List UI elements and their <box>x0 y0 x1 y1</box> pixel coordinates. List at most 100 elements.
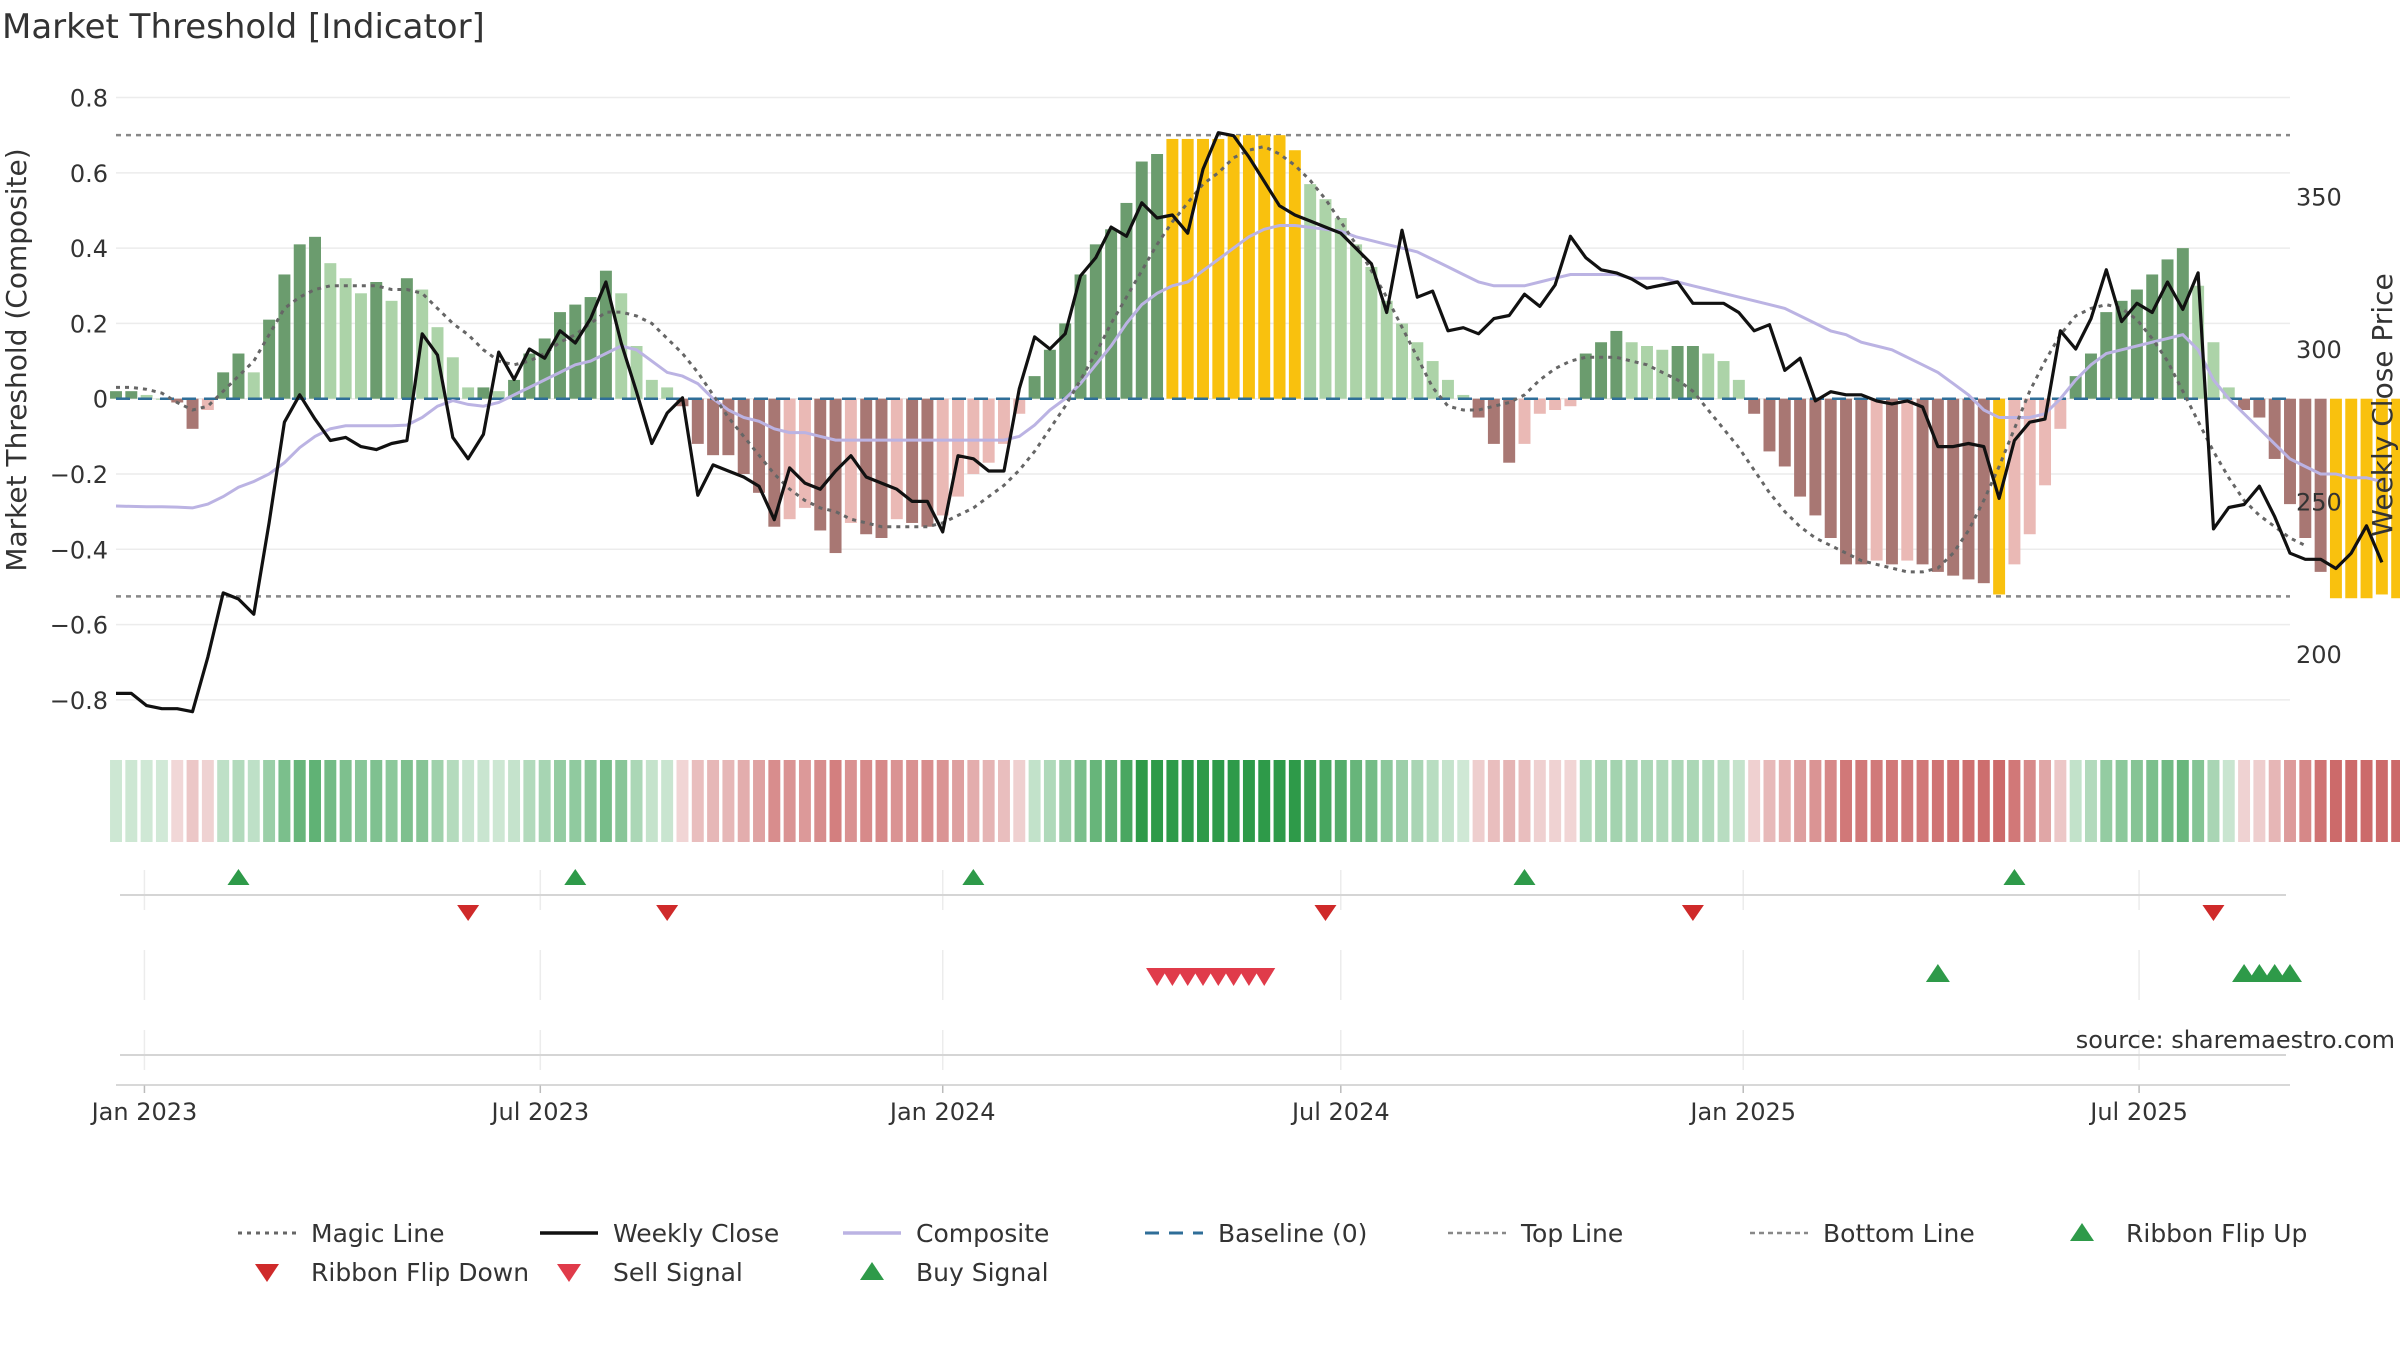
sell-signal-marker <box>1207 968 1230 986</box>
ribbon-cell <box>1365 760 1378 842</box>
ribbon-cell <box>1166 760 1179 842</box>
ribbon-cell <box>661 760 674 842</box>
y-tick-label: −0.4 <box>50 536 108 564</box>
composite-bar <box>1656 349 1669 399</box>
ribbon-cell <box>998 760 1010 842</box>
composite-bar <box>1549 398 1562 410</box>
composite-bar <box>1533 398 1546 414</box>
composite-bar <box>1778 398 1791 467</box>
ribbon-cell <box>492 760 505 842</box>
composite-bar <box>1181 138 1194 399</box>
x-tick-label: Jan 2023 <box>90 1098 198 1126</box>
ribbon-cell <box>1105 760 1118 842</box>
ribbon-cell <box>2375 760 2388 842</box>
composite-bar <box>1380 300 1393 399</box>
ribbon-flip-down-marker <box>457 905 480 921</box>
composite-bar <box>982 398 995 463</box>
ribbon-cell <box>1334 760 1347 842</box>
ribbon-cell <box>2268 760 2281 842</box>
composite-bar <box>661 387 674 399</box>
ribbon-cell <box>1778 760 1791 842</box>
legend-swatch-up-triangle <box>2070 1223 2094 1241</box>
ribbon-cell <box>645 760 658 842</box>
ribbon-cell <box>584 760 597 842</box>
ribbon-cell <box>1794 760 1807 842</box>
ribbon-cell <box>2314 760 2327 842</box>
ribbon-cell <box>737 760 750 842</box>
composite-bar <box>1824 398 1837 538</box>
composite-bar <box>2391 398 2400 599</box>
ribbon <box>110 760 2400 842</box>
composite-bar <box>2161 259 2174 399</box>
composite-bar <box>1365 266 1378 399</box>
ribbon-cell <box>2284 760 2296 842</box>
ribbon-cell <box>2329 760 2342 842</box>
composite-bar <box>707 398 720 456</box>
composite-bar <box>569 304 582 399</box>
composite-bar <box>1013 398 1026 414</box>
ribbon-cell <box>1993 760 2006 842</box>
ribbon-cell <box>798 760 811 842</box>
legend-item: Top Line <box>1448 1219 1623 1248</box>
composite-bar <box>768 398 781 527</box>
composite-bar <box>2039 398 2052 486</box>
composite-bar <box>783 398 796 520</box>
ribbon-cell <box>263 760 276 842</box>
ribbon-cell <box>2222 760 2235 842</box>
ribbon-cell <box>110 760 122 842</box>
composite-bar <box>936 398 949 516</box>
composite-bar <box>1166 138 1179 399</box>
ribbon-cell <box>385 760 398 842</box>
ribbon-flip-up-marker <box>2003 869 2026 885</box>
ribbon-cell <box>1809 760 1822 842</box>
ribbon-cell <box>1487 760 1500 842</box>
ribbon-cell <box>1549 760 1562 842</box>
composite-bar <box>2008 398 2021 565</box>
ribbon-cell <box>2207 760 2220 842</box>
y-tick-label: −0.8 <box>50 687 108 715</box>
composite-bar <box>1518 398 1531 444</box>
legend-swatch-up-triangle <box>860 1262 884 1280</box>
ribbon-cell <box>1258 760 1271 842</box>
ribbon-flip-up-marker <box>962 869 985 885</box>
sell-signal-marker <box>1222 968 1245 986</box>
ribbon-cell <box>1013 760 1026 842</box>
composite-bar <box>217 372 230 399</box>
legend-label: Baseline (0) <box>1218 1219 1367 1248</box>
composite-bar <box>1350 244 1363 399</box>
ribbon-cell <box>201 760 214 842</box>
legend-item: Ribbon Flip Up <box>2070 1219 2307 1248</box>
x-tick-label: Jan 2024 <box>888 1098 996 1126</box>
ribbon-cell <box>1824 760 1837 842</box>
ribbon-cell <box>446 760 459 842</box>
composite-bar <box>1947 398 1960 576</box>
composite-bar <box>906 398 919 523</box>
composite-bar <box>1411 342 1424 399</box>
ribbon-cell <box>1702 760 1715 842</box>
ribbon-cell <box>2161 760 2174 842</box>
composite-bar <box>2329 398 2342 599</box>
composite-bar <box>1962 398 1975 580</box>
composite-bar <box>2130 289 2143 399</box>
legend-item: Baseline (0) <box>1145 1219 1367 1248</box>
ribbon-cell <box>1304 760 1317 842</box>
ribbon-cell <box>814 760 827 842</box>
ribbon-cell <box>1503 760 1516 842</box>
sell-signal-marker <box>1192 968 1214 986</box>
ribbon-cell <box>906 760 919 842</box>
composite-bar <box>1273 135 1286 399</box>
composite-bar <box>1916 398 1929 565</box>
ribbon-cell <box>309 760 321 842</box>
ribbon-cell <box>1579 760 1592 842</box>
legend-item: Ribbon Flip Down <box>255 1258 529 1287</box>
ribbon-cell <box>615 760 628 842</box>
ribbon-cell <box>1242 760 1255 842</box>
y-tick-label: −0.2 <box>50 461 108 489</box>
composite-bar <box>1732 379 1745 399</box>
ribbon-cell <box>2023 760 2036 842</box>
ribbon-cell <box>1319 760 1332 842</box>
y-tick-label: 0.2 <box>70 310 108 338</box>
composite-bar <box>523 353 536 399</box>
composite-bar <box>1671 346 1684 399</box>
composite-bar <box>1579 353 1592 399</box>
